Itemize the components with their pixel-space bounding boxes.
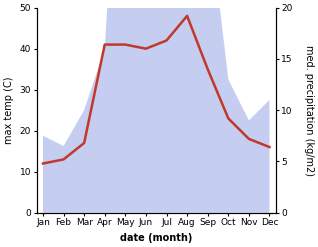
Y-axis label: med. precipitation (kg/m2): med. precipitation (kg/m2) [304,45,314,176]
Y-axis label: max temp (C): max temp (C) [4,76,14,144]
X-axis label: date (month): date (month) [120,233,192,243]
